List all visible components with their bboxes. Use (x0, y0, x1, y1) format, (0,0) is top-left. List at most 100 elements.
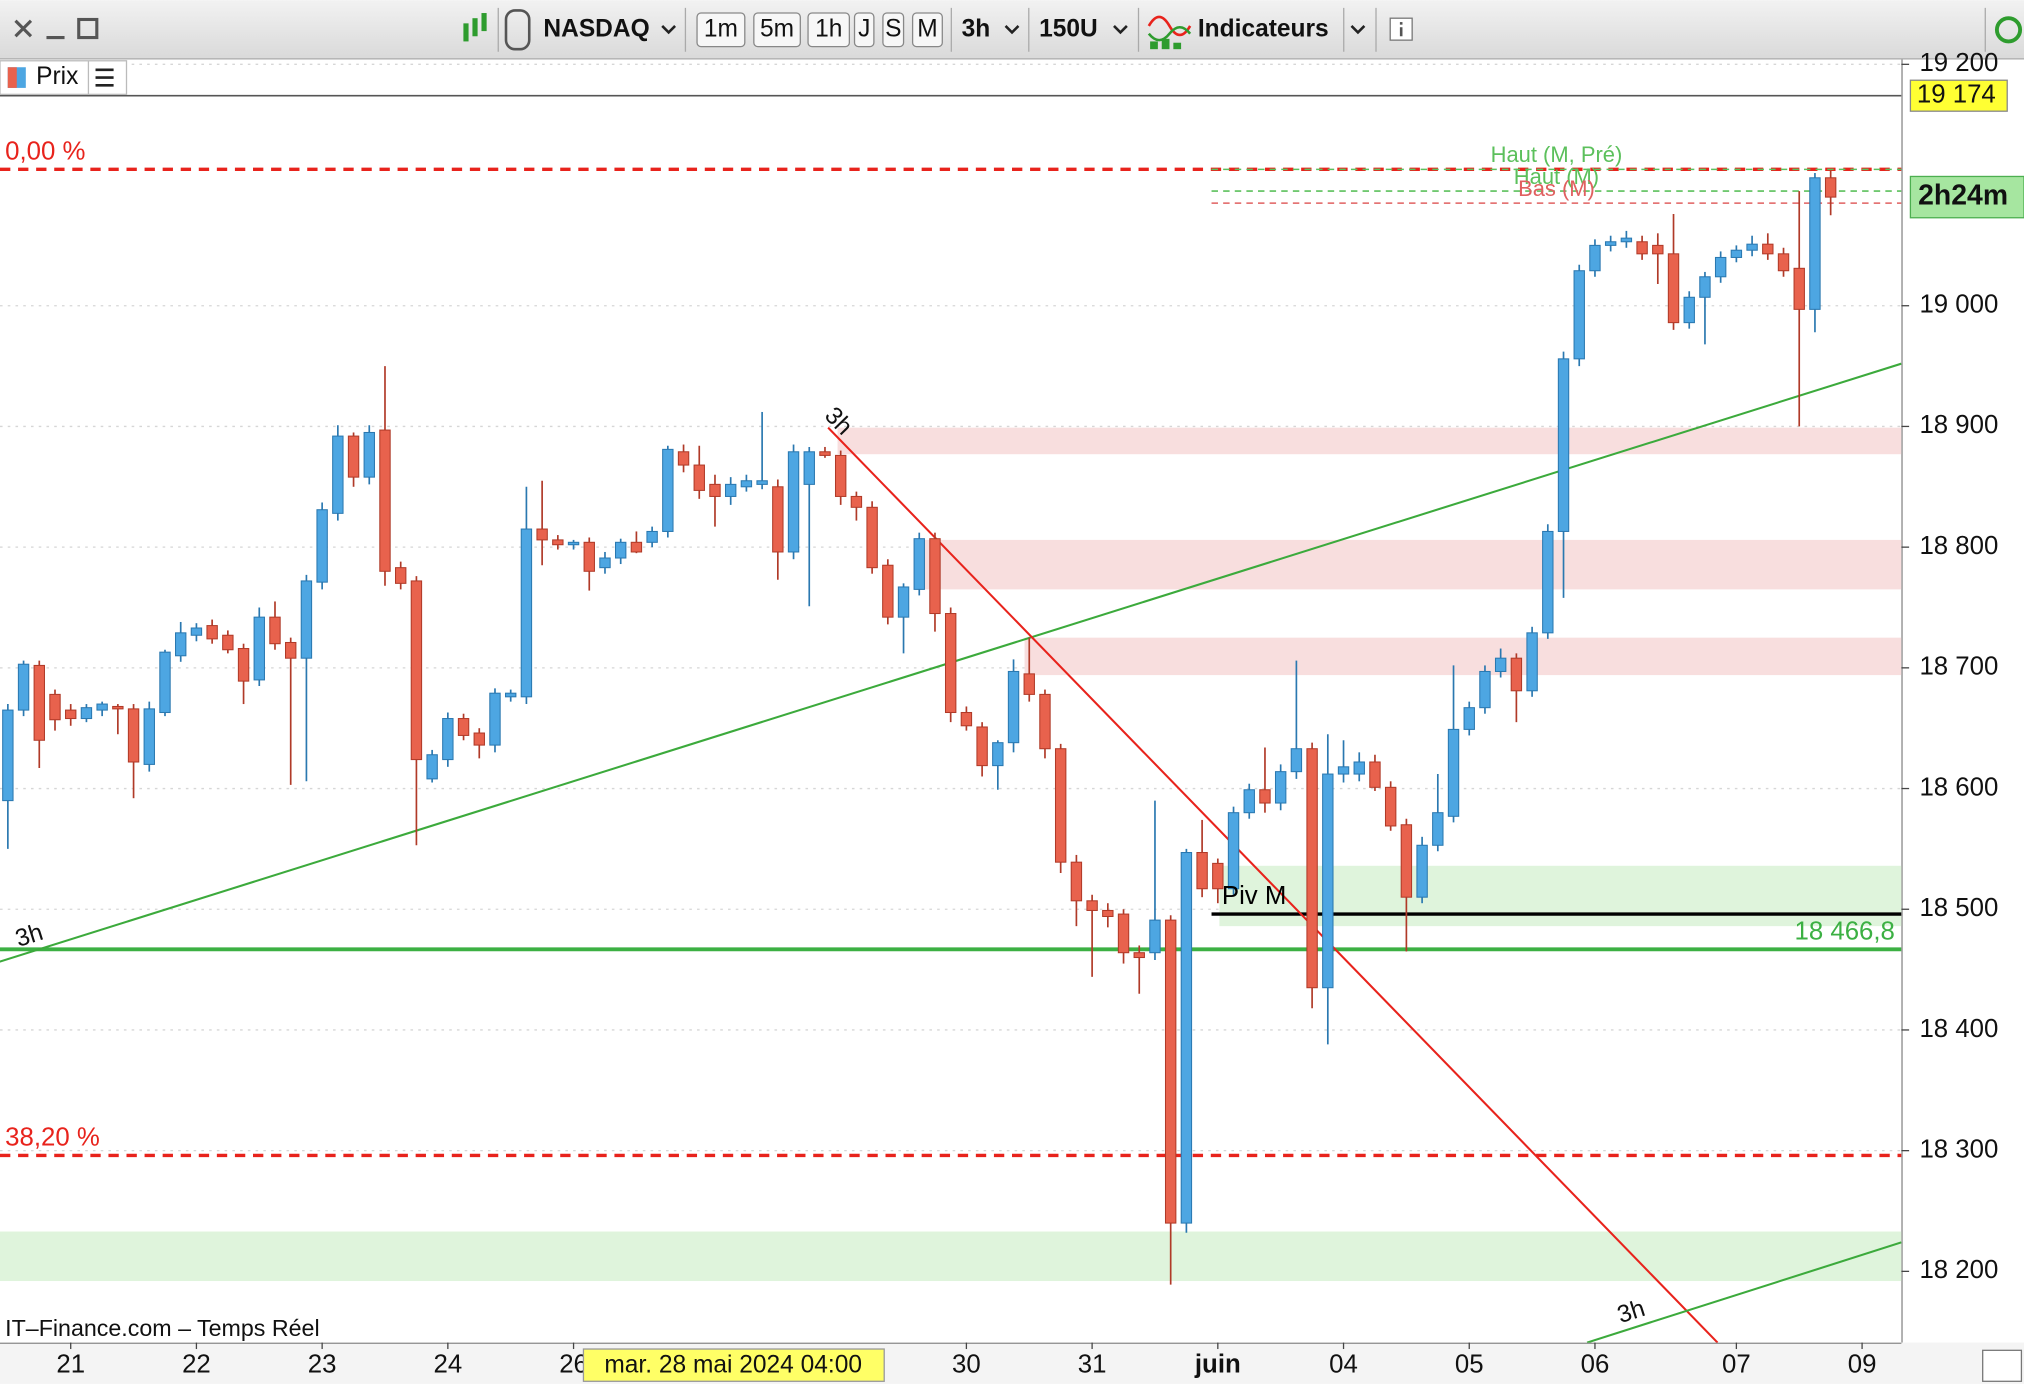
candle-body (740, 480, 753, 488)
candle-body (1777, 253, 1790, 272)
legend-menu-icon[interactable] (95, 68, 114, 87)
y-tick-label: 18 300 (1919, 1135, 1998, 1163)
candle-body (913, 538, 925, 590)
chevron[interactable] (1113, 25, 1128, 35)
candle-body (1023, 673, 1035, 695)
chevron[interactable] (1350, 25, 1366, 35)
x-tick-label: 24 (433, 1351, 462, 1379)
candle-body (80, 707, 93, 720)
candle-body (143, 708, 155, 765)
info-glyph (1399, 27, 1403, 37)
refresh-icon[interactable] (1994, 16, 2023, 44)
candle-body (1667, 253, 1680, 324)
timeframe-label[interactable]: J (858, 15, 870, 42)
trendline (1586, 1241, 1902, 1343)
candle-body (1007, 670, 1020, 744)
timeframe-button[interactable] (807, 12, 851, 48)
symbol[interactable]: NASDAQ (543, 15, 649, 42)
candle-body (850, 495, 863, 508)
x-tick-label: 31 (1078, 1351, 1107, 1379)
axis-layer: 18 200 18 300 18 400 18 500 18 600 18 700 18 8… (56, 49, 1998, 1378)
legend-label[interactable]: Prix (36, 63, 78, 90)
timeframe-button[interactable] (696, 12, 746, 48)
candle-body (96, 703, 108, 711)
timeframe-label[interactable]: M (917, 15, 937, 42)
y-tick-label: 18 600 (1919, 773, 1998, 801)
last-price-label: 19 174 (1917, 81, 1996, 109)
timeframe-button[interactable] (911, 12, 943, 48)
candle-body (1746, 243, 1758, 251)
candle-body (866, 506, 878, 569)
candle-body (426, 754, 438, 780)
candle-body (190, 627, 203, 636)
link-icon[interactable] (504, 9, 531, 51)
candle-body (237, 648, 250, 682)
candle-body (1762, 243, 1774, 255)
fib-label: 38,20 % (5, 1124, 100, 1152)
timeframe-label[interactable]: 1h (815, 15, 842, 42)
support-label: 18 466,8 (1794, 917, 1894, 945)
candle-body (630, 541, 643, 553)
candle-body (1259, 789, 1271, 804)
y-tick-label: 18 900 (1919, 411, 1998, 439)
timeframe-label[interactable]: 5m (760, 15, 794, 42)
x-tick-label: 09 (1848, 1351, 1877, 1379)
source-label: IT–Finance.com – Temps Réel (5, 1315, 319, 1341)
candle-body (1196, 852, 1208, 890)
candle-body (1542, 530, 1554, 634)
x-tick-label: 04 (1329, 1351, 1358, 1379)
info-glyph (1399, 22, 1403, 25)
candle-body (1133, 952, 1145, 959)
candle-body (552, 539, 564, 546)
chart-type-icon[interactable] (463, 13, 487, 42)
candle-body (473, 732, 485, 746)
indicators[interactable]: Indicateurs (1198, 15, 1329, 42)
candle-body (520, 528, 533, 698)
candle-body (882, 564, 894, 618)
candle-body (897, 586, 910, 618)
candle-body (65, 709, 77, 720)
timeframe-label[interactable]: S (885, 15, 901, 42)
y-axis-panel (1901, 59, 2024, 1343)
candle-body (693, 464, 705, 491)
candle-body (1809, 177, 1821, 310)
legend-swatch (7, 67, 17, 88)
window-controls[interactable] (14, 17, 99, 40)
candle-body (1479, 670, 1491, 709)
units[interactable]: 150U (1039, 15, 1098, 42)
countdown-label: 2h24m (1918, 180, 2008, 212)
candle-body (1557, 358, 1570, 532)
candle-body (1683, 296, 1695, 324)
labels-layer: 19 174 0,00 % 38,20 % Haut (M, Pré)Haut (M)… (5, 79, 2024, 1329)
candle-body (567, 541, 580, 546)
zone (837, 427, 1902, 455)
interval[interactable]: 3h (962, 15, 991, 42)
candle-body (709, 483, 721, 497)
zone (1024, 637, 1902, 676)
indicators-icon[interactable] (1147, 15, 1192, 50)
candle-body (1086, 900, 1098, 911)
timeframe-button[interactable] (853, 12, 875, 48)
candle-body (1463, 707, 1475, 730)
timeframe-button[interactable] (882, 12, 905, 48)
candle-body (49, 693, 61, 721)
candle-body (1730, 249, 1743, 258)
y-tick-label: 18 400 (1919, 1015, 1998, 1043)
candle-body (787, 451, 800, 553)
candle-body (1070, 861, 1083, 902)
x-tick-label: 06 (1581, 1351, 1610, 1379)
timeframe-label[interactable]: 1m (704, 15, 738, 42)
scroll-button[interactable] (1982, 1349, 2023, 1382)
timeframes: 1m 5m 1h J S M (696, 12, 943, 48)
chevron[interactable] (661, 25, 677, 35)
candle-body (583, 541, 595, 572)
crosshair-date-box (582, 1348, 885, 1382)
pivot-label: Haut (M, Pré) (1491, 142, 1623, 167)
fib-label: 0,00 % (5, 137, 85, 165)
candle-body (1102, 909, 1114, 918)
candle-body (834, 454, 847, 497)
chevron[interactable] (1004, 25, 1020, 35)
timeframe-button[interactable] (753, 12, 801, 48)
